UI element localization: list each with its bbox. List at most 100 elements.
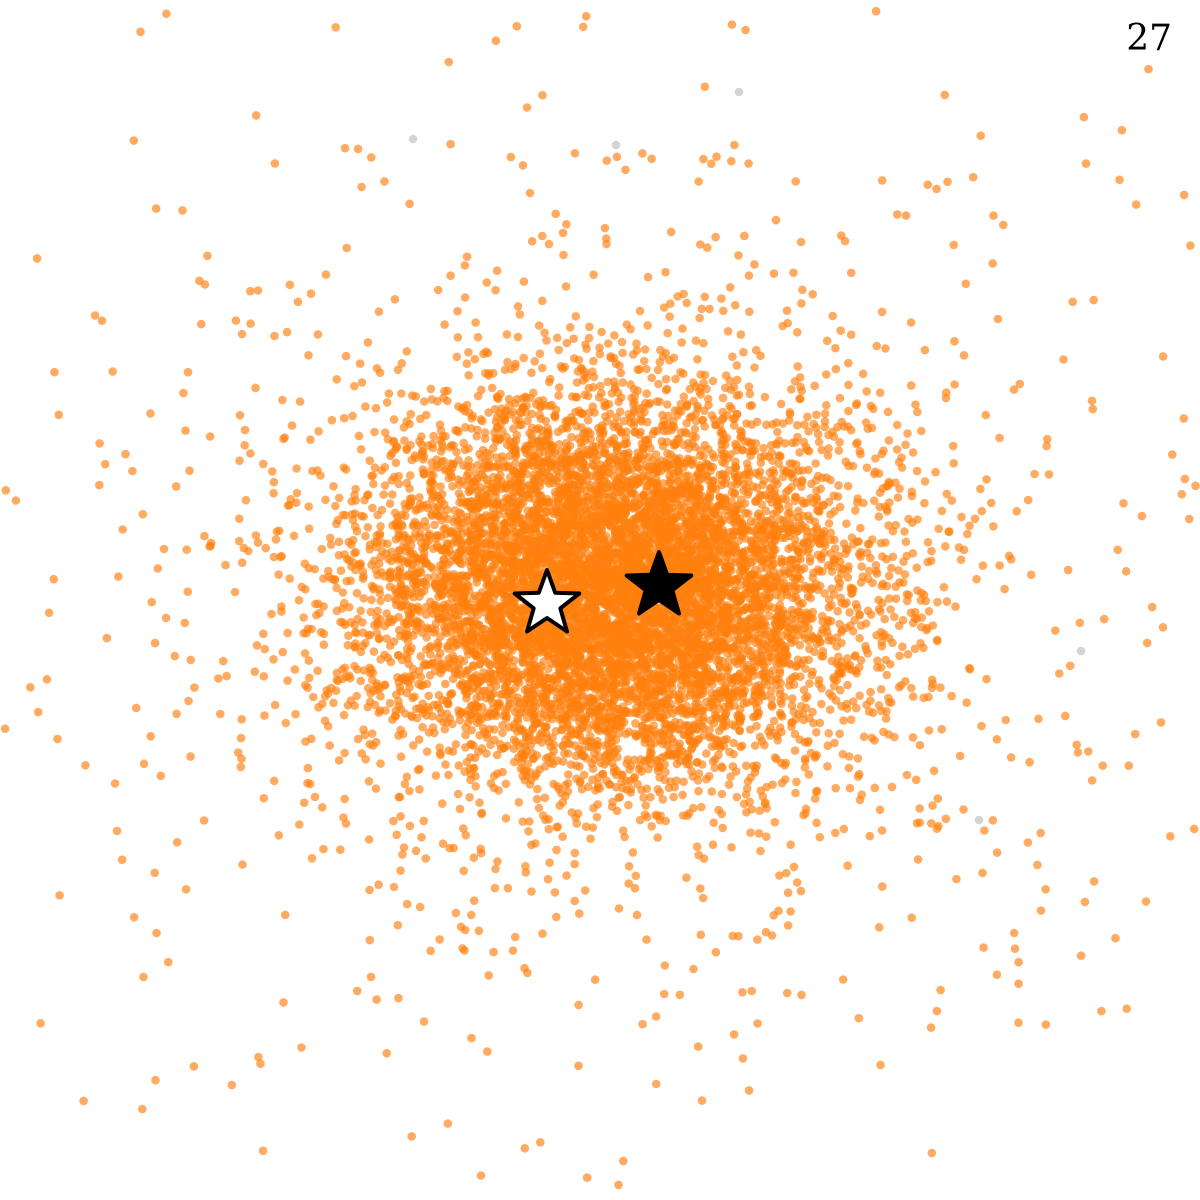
data-point <box>703 394 713 404</box>
data-point <box>874 512 884 521</box>
data-point <box>532 794 542 804</box>
data-point <box>922 623 932 633</box>
data-point <box>824 444 833 453</box>
data-point <box>687 766 696 776</box>
data-point <box>544 427 553 437</box>
data-point <box>434 690 444 700</box>
data-point <box>696 370 705 379</box>
data-point <box>858 369 868 379</box>
data-point <box>978 561 988 570</box>
data-point <box>615 407 625 417</box>
data-point <box>421 854 431 863</box>
data-point <box>804 465 813 475</box>
data-point <box>736 742 745 752</box>
data-point <box>736 330 746 339</box>
data-point <box>696 930 706 940</box>
data-point <box>816 484 825 494</box>
data-point <box>369 479 378 489</box>
data-point <box>825 705 835 714</box>
data-point <box>171 482 181 491</box>
data-point <box>373 606 382 616</box>
data-point <box>408 391 417 400</box>
data-point <box>942 489 952 499</box>
data-point <box>647 373 656 383</box>
data-point <box>804 427 813 436</box>
data-point <box>268 467 277 476</box>
data-point <box>569 334 578 344</box>
data-point <box>525 817 534 826</box>
data-point <box>304 524 314 533</box>
data-point <box>304 502 314 511</box>
data-point <box>765 468 775 477</box>
data-point <box>402 644 412 654</box>
data-point <box>717 294 726 303</box>
data-point <box>870 783 880 793</box>
data-point <box>791 788 800 798</box>
data-point <box>352 588 362 598</box>
data-point <box>844 358 853 368</box>
data-point <box>272 527 282 536</box>
data-point <box>608 797 617 807</box>
data-point <box>789 862 799 872</box>
data-point <box>435 714 445 723</box>
data-point <box>395 564 405 573</box>
data-point <box>604 780 614 789</box>
data-point <box>453 789 463 799</box>
data-point <box>793 362 802 371</box>
data-point <box>829 681 839 691</box>
data-point <box>406 409 416 419</box>
data-point <box>954 543 964 552</box>
data-point <box>511 459 520 468</box>
data-point <box>416 414 425 424</box>
data-point <box>924 726 934 735</box>
data-point <box>283 628 292 638</box>
data-point <box>808 289 817 299</box>
data-point <box>419 816 429 826</box>
data-point <box>336 566 346 575</box>
data-point <box>501 779 511 789</box>
data-point <box>718 393 728 403</box>
data-point <box>289 531 299 541</box>
data-point <box>662 437 672 447</box>
data-point <box>705 304 714 314</box>
data-point <box>329 698 338 708</box>
data-point <box>246 449 255 458</box>
data-point <box>366 689 375 698</box>
data-point <box>370 463 380 473</box>
data-point <box>420 397 429 406</box>
data-point <box>782 306 792 316</box>
data-point <box>643 321 652 330</box>
data-point <box>299 613 309 622</box>
data-point <box>738 445 747 455</box>
data-point <box>844 380 853 390</box>
data-point <box>493 857 502 866</box>
data-point <box>920 498 929 508</box>
data-point <box>824 729 833 738</box>
data-point <box>773 427 782 437</box>
data-point <box>544 824 554 834</box>
data-point <box>804 736 813 746</box>
data-point <box>743 777 753 786</box>
data-point <box>813 429 823 439</box>
data-point <box>270 700 280 710</box>
data-point <box>394 612 403 622</box>
data-point <box>281 718 291 728</box>
data-point <box>639 356 649 366</box>
data-point <box>432 460 442 470</box>
data-point <box>888 638 897 648</box>
data-point <box>855 691 864 700</box>
data-point <box>609 377 619 386</box>
data-point <box>361 638 370 648</box>
data-point <box>792 777 801 787</box>
data-point <box>344 631 353 640</box>
data-point <box>430 520 439 530</box>
data-point <box>704 400 713 410</box>
data-point <box>728 762 738 771</box>
data-point <box>886 605 895 614</box>
data-point <box>527 368 536 378</box>
data-point <box>429 431 438 441</box>
data-point <box>729 518 739 527</box>
data-point <box>350 381 359 391</box>
data-point <box>326 540 336 549</box>
data-point <box>480 434 490 444</box>
